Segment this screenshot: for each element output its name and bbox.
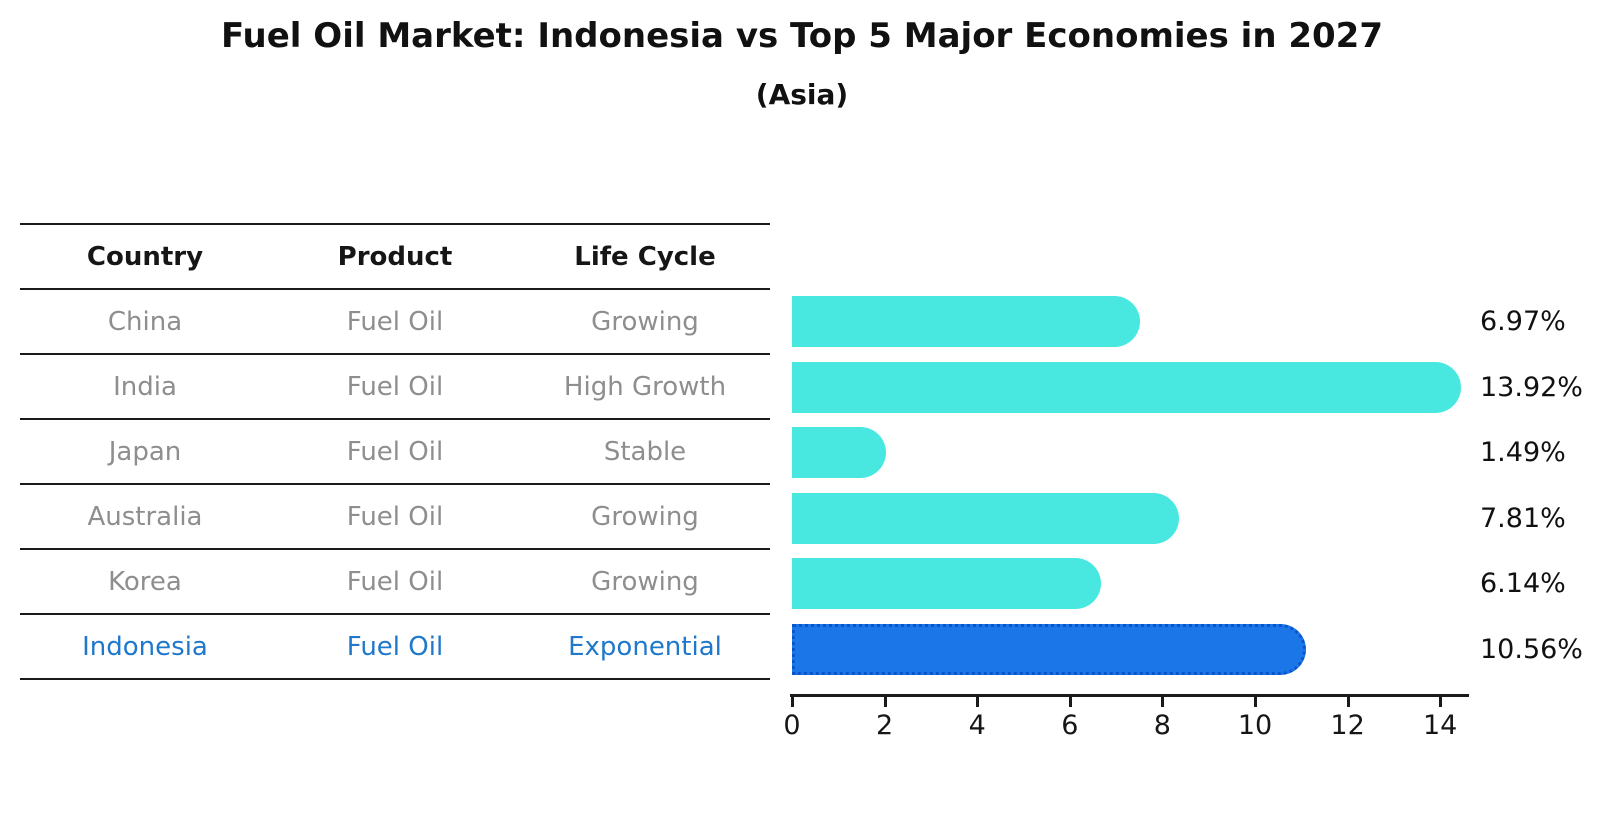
chart-subtitle: (Asia): [755, 78, 849, 111]
cell-country: Australia: [87, 501, 203, 532]
cell-life-cycle: Growing: [591, 566, 699, 597]
cell-country: Korea: [108, 566, 182, 597]
bar-china: [792, 296, 1140, 348]
x-tick-12: [1346, 697, 1350, 707]
x-tick-label-12: 12: [1330, 710, 1365, 741]
x-tick-6: [1068, 697, 1072, 707]
value-label-japan: 1.49%: [1480, 437, 1566, 469]
bar-korea: [792, 558, 1102, 610]
value-label-australia: 7.81%: [1480, 502, 1566, 534]
x-tick-label-8: 8: [1153, 710, 1171, 741]
header-country: Country: [86, 241, 204, 272]
cell-country: Japan: [108, 436, 182, 467]
value-label-china: 6.97%: [1480, 306, 1566, 338]
value-label-india: 13.92%: [1480, 371, 1583, 403]
value-label-indonesia: 10.56%: [1480, 633, 1583, 665]
cell-country: Indonesia: [82, 631, 208, 662]
x-tick-10: [1254, 697, 1257, 707]
cell-life-cycle: Exponential: [568, 631, 722, 662]
bar-japan: [792, 427, 886, 479]
value-label-korea: 6.14%: [1480, 568, 1566, 600]
x-tick-label-2: 2: [876, 710, 894, 741]
bar-indonesia: [792, 623, 1306, 675]
bar-row: [792, 289, 1468, 355]
cell-life-cycle: Growing: [591, 306, 699, 337]
x-tick-4: [976, 697, 980, 707]
cell-country: China: [107, 306, 183, 337]
x-tick-8: [1161, 697, 1165, 707]
table-row-japan: Japan Fuel Oil Stable: [20, 420, 770, 485]
x-tick-label-6: 6: [1061, 710, 1079, 741]
table-row-china: China Fuel Oil Growing: [20, 290, 770, 355]
bar-row: [792, 551, 1468, 617]
x-axis: 0 2 4 6 8 10 12 14: [783, 694, 1468, 754]
header-life-cycle: Life Cycle: [574, 241, 716, 272]
x-axis-line: [790, 694, 1469, 697]
x-tick-label-10: 10: [1237, 710, 1273, 741]
bar-row: [792, 617, 1468, 683]
bar-row: [792, 355, 1468, 421]
cell-life-cycle: High Growth: [563, 371, 727, 402]
bar-value-labels: 6.97% 13.92% 1.49% 7.81% 6.14% 10.56%: [1480, 289, 1583, 682]
x-tick-2: [883, 697, 887, 707]
header-product: Product: [337, 241, 453, 272]
bar-row: [792, 420, 1468, 486]
x-tick-label-4: 4: [968, 710, 986, 741]
table-header-row: Country Product Life Cycle: [20, 223, 770, 290]
x-tick-label-14: 14: [1423, 710, 1458, 741]
cell-product: Fuel Oil: [346, 436, 444, 467]
summary-table: Country Product Life Cycle China Fuel Oil…: [20, 223, 770, 680]
table-row-korea: Korea Fuel Oil Growing: [20, 550, 770, 615]
cell-country: India: [113, 371, 177, 402]
cell-product: Fuel Oil: [346, 501, 444, 532]
cell-product: Fuel Oil: [346, 631, 444, 662]
cell-life-cycle: Growing: [591, 501, 699, 532]
cell-product: Fuel Oil: [346, 371, 444, 402]
bar-australia: [792, 492, 1179, 544]
chart-title: Fuel Oil Market: Indonesia vs Top 5 Majo…: [221, 16, 1383, 56]
bar-plot-area: [792, 289, 1468, 682]
x-tick-0: [791, 697, 794, 707]
cell-life-cycle: Stable: [603, 436, 687, 467]
table-body: China Fuel Oil Growing India Fuel Oil High Gr…: [20, 290, 770, 680]
bar-india: [792, 361, 1462, 413]
cell-product: Fuel Oil: [346, 306, 444, 337]
cell-product: Fuel Oil: [346, 566, 444, 597]
table-row-india: India Fuel Oil High Growth: [20, 355, 770, 420]
table-row-australia: Australia Fuel Oil Growing: [20, 485, 770, 550]
table-row-indonesia: Indonesia Fuel Oil Exponential: [20, 615, 770, 680]
bar-row: [792, 486, 1468, 552]
x-tick-label-0: 0: [783, 710, 801, 741]
x-tick-14: [1439, 697, 1443, 707]
